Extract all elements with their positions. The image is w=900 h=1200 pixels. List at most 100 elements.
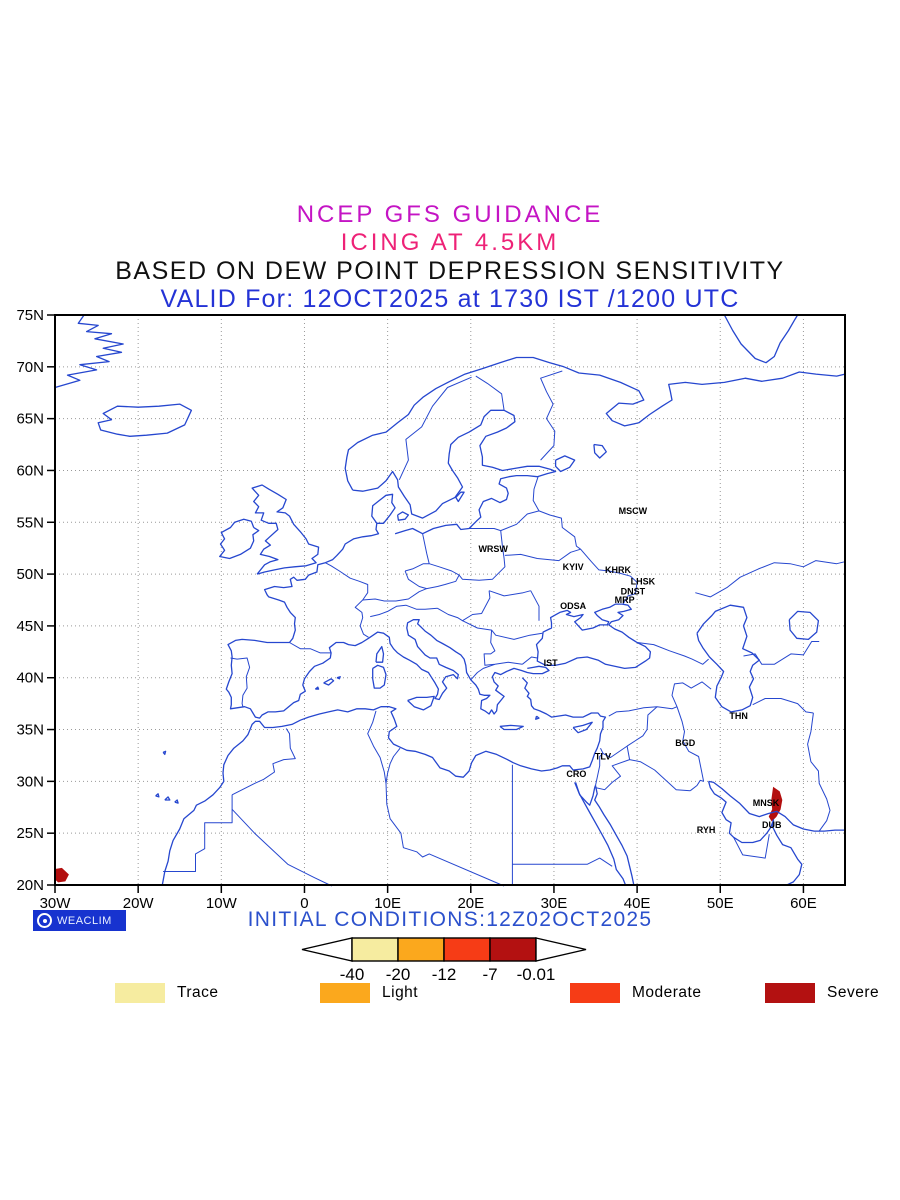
coastline: [788, 610, 820, 641]
legend-label: Trace: [177, 984, 219, 1001]
coastline: [696, 604, 760, 713]
map-frame: [54, 314, 846, 886]
coastline: [323, 678, 335, 686]
coastline: [251, 484, 320, 575]
country-border: [689, 779, 704, 792]
legend-item-moderate: Moderate: [570, 983, 701, 1003]
coastline: [455, 491, 465, 503]
country-border: [231, 808, 333, 887]
color-scale: -40 -20 -12 -7 -0.01: [301, 937, 587, 984]
coastline: [174, 799, 179, 804]
country-border: [671, 681, 712, 707]
country-border: [807, 712, 831, 832]
lat-label: 20N: [16, 877, 44, 894]
lon-label: 0: [300, 895, 308, 912]
coastline: [594, 785, 635, 886]
lon-label: 30E: [541, 895, 568, 912]
coastline: [164, 796, 171, 801]
coastline: [723, 314, 799, 364]
lon-label: 60E: [790, 895, 817, 912]
legend: Trace Light Moderate Severe: [0, 983, 900, 1005]
city-label-dub: DUB: [762, 820, 782, 830]
coastline: [707, 781, 803, 886]
country-border: [354, 599, 369, 638]
country-border: [530, 590, 540, 621]
country-border: [629, 759, 691, 792]
country-border: [595, 747, 604, 786]
country-border: [483, 630, 523, 666]
lon-label: 10E: [374, 895, 401, 912]
title-block: NCEP GFS GUIDANCE ICING AT 4.5KM BASED O…: [25, 201, 875, 313]
coastline: [574, 782, 597, 806]
legend-swatch-light: [320, 983, 370, 1003]
coastline: [54, 314, 124, 389]
country-border: [752, 698, 814, 714]
colorbar-tick-label: -20: [386, 965, 411, 984]
country-border: [538, 510, 581, 550]
country-border: [540, 370, 563, 461]
legend-swatch-severe: [765, 983, 815, 1003]
lat-label: 45N: [16, 618, 44, 635]
city-label-cro: CRO: [566, 769, 586, 779]
country-border: [289, 642, 332, 654]
coastline: [225, 523, 550, 719]
coastline: [371, 493, 396, 524]
coastline: [535, 715, 540, 720]
country-border: [325, 562, 369, 601]
legend-label: Severe: [827, 984, 880, 1001]
lat-label: 40N: [16, 670, 44, 687]
country-border: [370, 604, 438, 618]
lon-label: 10W: [206, 895, 238, 912]
title-method: BASED ON DEW POINT DEPRESSION SENSITIVIT…: [115, 257, 785, 285]
country-border: [626, 706, 658, 747]
country-border: [743, 641, 820, 665]
coastline: [344, 356, 846, 491]
colorbar-tick-label: -40: [340, 965, 365, 984]
country-border: [733, 834, 770, 859]
coastline: [314, 686, 320, 690]
colorbar-left-arrow: [301, 937, 353, 962]
city-label-khrk: KHRK: [605, 565, 631, 575]
title-valid-time: VALID For: 12OCT2025 at 1730 IST /1200 U…: [160, 285, 740, 313]
lat-label: 50N: [16, 566, 44, 583]
lat-label: 25N: [16, 825, 44, 842]
city-label-ist: IST: [544, 658, 559, 668]
lat-label: 55N: [16, 514, 44, 531]
coastline: [336, 676, 341, 680]
coastline: [396, 511, 410, 521]
lon-label: 30W: [40, 895, 72, 912]
initial-conditions: INITIAL CONDITIONS:12Z02OCT2025: [247, 908, 653, 931]
city-label-lhsk: LHSK: [631, 576, 656, 586]
severe-icing-patch: [54, 867, 69, 883]
city-label-dnst: DNST: [621, 587, 646, 597]
country-border: [470, 663, 496, 681]
legend-item-light: Light: [320, 983, 418, 1003]
country-border: [230, 657, 251, 707]
logo-circle-icon: [37, 913, 52, 928]
city-label-tlv: TLV: [595, 752, 611, 762]
legend-swatch-moderate: [570, 983, 620, 1003]
legend-label: Moderate: [632, 984, 702, 1001]
lat-label: 75N: [16, 307, 44, 324]
coastline: [407, 695, 435, 711]
country-border: [676, 706, 705, 782]
country-border: [385, 783, 505, 887]
coastline: [352, 409, 557, 535]
title-model: NCEP GFS GUIDANCE: [296, 201, 604, 228]
logo-dot: [42, 918, 47, 923]
colorbar-segment: [397, 937, 445, 962]
country-border: [512, 857, 613, 867]
legend-item-severe: Severe: [765, 983, 879, 1003]
colorbar-tick-label: -0.01: [517, 965, 556, 984]
country-border: [695, 560, 846, 598]
country-border: [580, 548, 638, 605]
country-border: [385, 747, 401, 784]
lon-label: 50E: [707, 895, 734, 912]
country-border: [475, 375, 505, 411]
country-border: [437, 590, 491, 622]
city-label-kyiv: KYIV: [563, 562, 584, 572]
coastline: [162, 750, 167, 756]
coastline: [535, 603, 652, 670]
